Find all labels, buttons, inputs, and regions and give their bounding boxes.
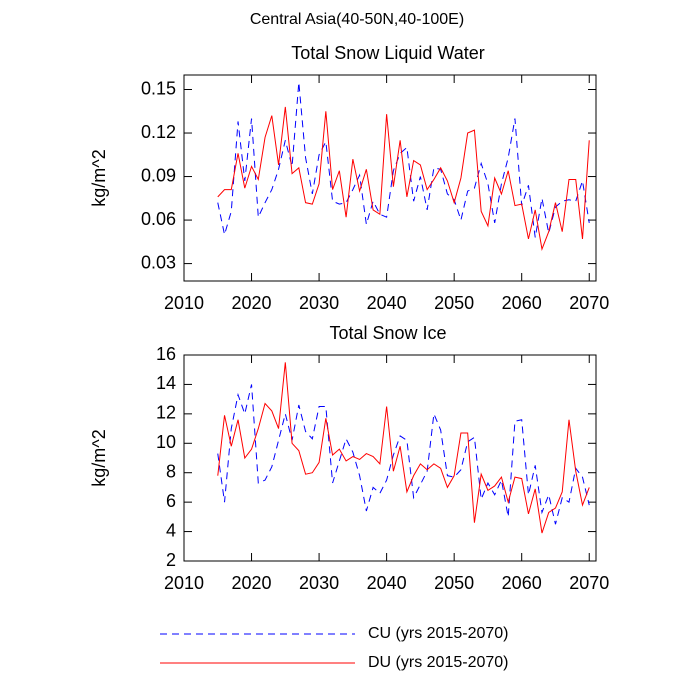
- y-tick-label: 2: [166, 550, 176, 570]
- x-tick-label: 2020: [232, 293, 272, 313]
- y-tick-label: 0.09: [141, 165, 176, 185]
- x-tick-label: 2070: [569, 293, 609, 313]
- legend-label: CU (yrs 2015-2070): [368, 625, 509, 642]
- y-axis-label: kg/m^2: [89, 149, 109, 206]
- x-tick-label: 2040: [367, 293, 407, 313]
- x-tick-label: 2020: [232, 573, 272, 593]
- x-tick-label: 2030: [299, 293, 339, 313]
- y-tick-label: 0.03: [141, 252, 176, 272]
- x-tick-label: 2050: [434, 293, 474, 313]
- panel-title: Total Snow Liquid Water: [291, 43, 484, 63]
- y-tick-label: 4: [166, 520, 176, 540]
- series-line: [217, 106, 590, 251]
- y-tick-label: 0.15: [141, 78, 176, 98]
- y-tick-label: 0.06: [141, 209, 176, 229]
- x-tick-label: 2060: [502, 293, 542, 313]
- x-tick-label: 2040: [367, 573, 407, 593]
- y-tick-label: 0.12: [141, 122, 176, 142]
- series-line: [217, 362, 590, 534]
- y-tick-label: 12: [156, 403, 176, 423]
- plot-frame: [183, 354, 597, 562]
- y-tick-label: 8: [166, 461, 176, 481]
- x-tick-label: 2010: [164, 573, 204, 593]
- x-tick-label: 2030: [299, 573, 339, 593]
- series-line: [217, 82, 590, 238]
- y-tick-label: 14: [156, 373, 176, 393]
- y-tick-label: 16: [156, 344, 176, 364]
- x-tick-label: 2010: [164, 293, 204, 313]
- plot-frame: [183, 74, 597, 282]
- y-tick-label: 10: [156, 432, 176, 452]
- y-tick-label: 6: [166, 491, 176, 511]
- figure-title: Central Asia(40-50N,40-100E): [250, 11, 464, 28]
- x-tick-label: 2070: [569, 573, 609, 593]
- x-tick-label: 2060: [502, 573, 542, 593]
- y-axis-label: kg/m^2: [89, 429, 109, 486]
- x-tick-label: 2050: [434, 573, 474, 593]
- legend-label: DU (yrs 2015-2070): [368, 654, 509, 671]
- panel-title: Total Snow Ice: [329, 323, 446, 343]
- series-line: [217, 384, 590, 525]
